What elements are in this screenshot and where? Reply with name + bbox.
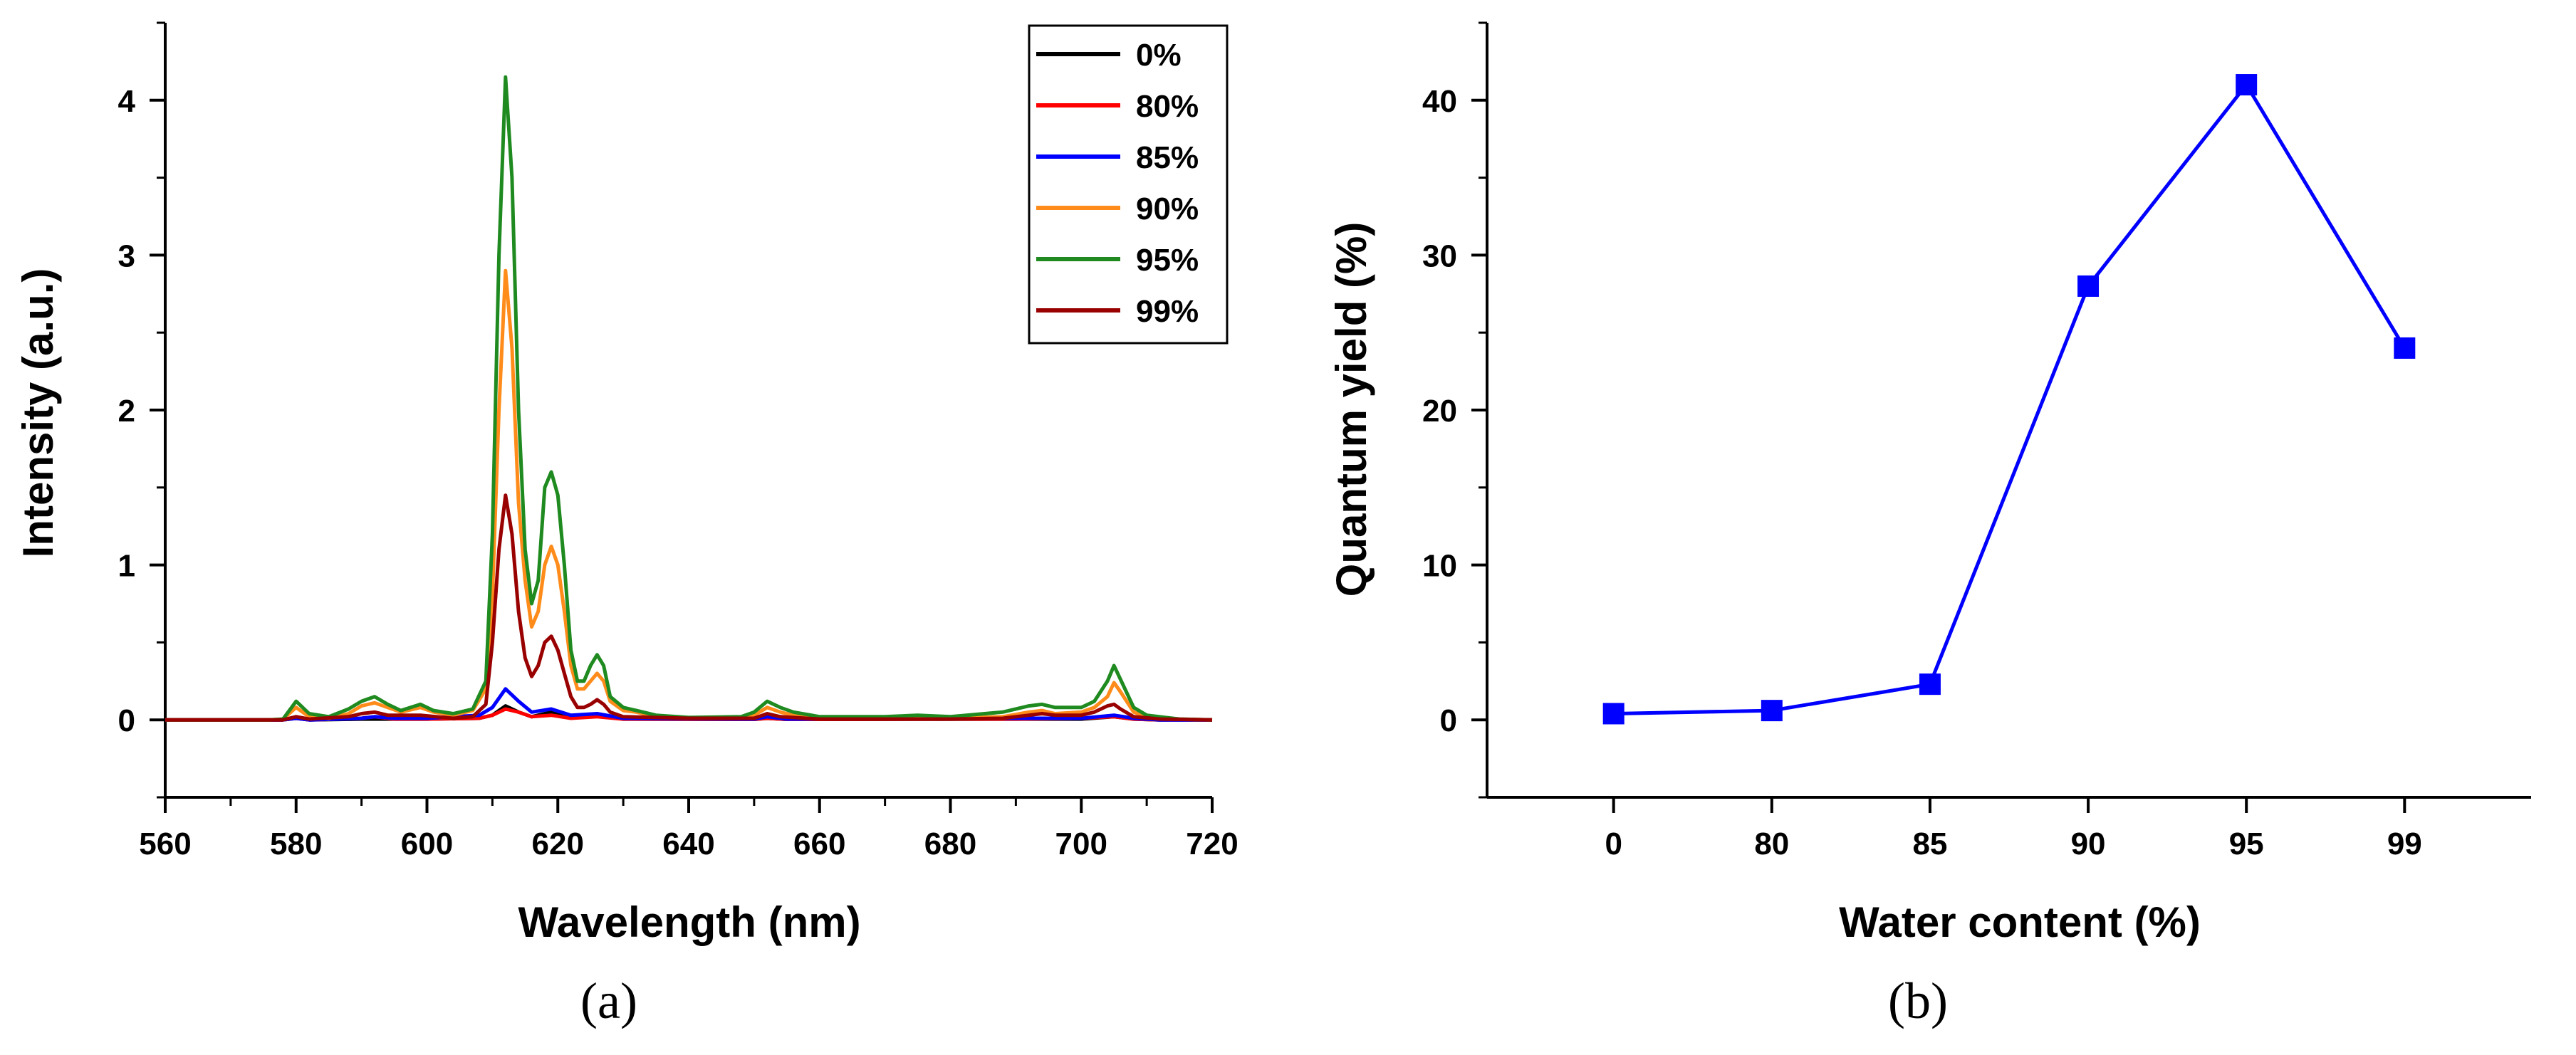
panel-a-x-tick-label: 560 bbox=[139, 826, 191, 861]
panel-a-intensity-spectra: 560 580 600 620 640 660 680 700 720 0 1 2 3 4 0% 80% 85… bbox=[14, 21, 1239, 1029]
panel-b-x-axis-title: Water content (%) bbox=[1839, 898, 2201, 946]
legend-box bbox=[1028, 24, 1229, 345]
legend-label: 0% bbox=[1136, 38, 1182, 73]
quantum-yield-point bbox=[2236, 74, 2258, 96]
panel-a-legend: 0% 80% 85% 90% 95% 99% bbox=[1028, 24, 1229, 345]
panel-a-y-tick-label: 4 bbox=[118, 84, 136, 119]
panel-b-label: (b) bbox=[1888, 972, 1948, 1029]
legend-label: 95% bbox=[1136, 243, 1199, 278]
panel-a-y-tick-label: 3 bbox=[118, 238, 135, 273]
panel-b-x-tick-label: 95 bbox=[2229, 826, 2264, 861]
panel-a-x-tick-label: 660 bbox=[793, 826, 845, 861]
panel-a-x-tick-label: 600 bbox=[401, 826, 453, 861]
quantum-yield-point bbox=[1761, 700, 1783, 722]
panel-b-y-tick-label: 30 bbox=[1422, 238, 1457, 273]
panel-a-series-group bbox=[165, 75, 1213, 722]
panel-b-x-tick-label: 0 bbox=[1605, 826, 1622, 861]
panel-a-y-axis-title: Intensity (a.u.) bbox=[14, 268, 62, 558]
legend-label: 90% bbox=[1136, 191, 1199, 226]
panel-a-x-tick-label: 680 bbox=[924, 826, 976, 861]
panel-b-x-tick-label: 80 bbox=[1754, 826, 1789, 861]
panel-a-x-tick-label: 620 bbox=[532, 826, 584, 861]
panel-b-y-axis-title: Quantum yield (%) bbox=[1328, 222, 1375, 597]
legend-label: 80% bbox=[1136, 89, 1199, 124]
panel-b-axes: 0 80 85 90 95 99 0 10 20 30 40 bbox=[1422, 21, 2531, 861]
panel-a-x-axis-title: Wavelength (nm) bbox=[518, 898, 860, 946]
panel-a-axes: 560 580 600 620 640 660 680 700 720 0 1 2 3 4 bbox=[118, 21, 1239, 861]
quantum-yield-line bbox=[1613, 81, 2406, 715]
panel-a-y-tick-label: 0 bbox=[118, 703, 135, 738]
panel-a-y-tick-label: 2 bbox=[118, 394, 135, 429]
quantum-yield-point bbox=[1919, 673, 1941, 696]
panel-b-x-tick-label: 85 bbox=[1912, 826, 1947, 861]
panel-b-y-tick-label: 20 bbox=[1422, 394, 1457, 429]
panel-b-x-tick-label: 99 bbox=[2387, 826, 2422, 861]
panel-a-x-tick-label: 720 bbox=[1186, 826, 1238, 861]
quantum-yield-point bbox=[2077, 275, 2100, 297]
panel-b-y-tick-label: 10 bbox=[1422, 549, 1457, 584]
panel-a-x-tick-label: 580 bbox=[270, 826, 322, 861]
panel-b-quantum-yield: 0 80 85 90 95 99 0 10 20 30 40 Water content (%) Q… bbox=[1328, 21, 2531, 1029]
series-line-95pct bbox=[165, 75, 1213, 722]
series-line-85pct bbox=[165, 687, 1212, 722]
panel-b-x-tick-label: 90 bbox=[2071, 826, 2106, 861]
quantum-yield-point bbox=[1602, 703, 1625, 725]
series-line-99pct bbox=[165, 493, 1213, 722]
legend-label: 99% bbox=[1136, 294, 1199, 329]
panel-a-label: (a) bbox=[580, 972, 637, 1029]
legend-label: 85% bbox=[1136, 140, 1199, 175]
panel-a-x-tick-label: 640 bbox=[662, 826, 714, 861]
panel-a-y-tick-label: 1 bbox=[118, 549, 135, 584]
panel-b-series-group bbox=[1602, 74, 2416, 725]
panel-b-y-tick-label: 40 bbox=[1422, 84, 1457, 119]
panel-b-y-tick-label: 0 bbox=[1440, 703, 1457, 738]
quantum-yield-point bbox=[2394, 337, 2416, 359]
panel-a-x-tick-label: 700 bbox=[1055, 826, 1107, 861]
